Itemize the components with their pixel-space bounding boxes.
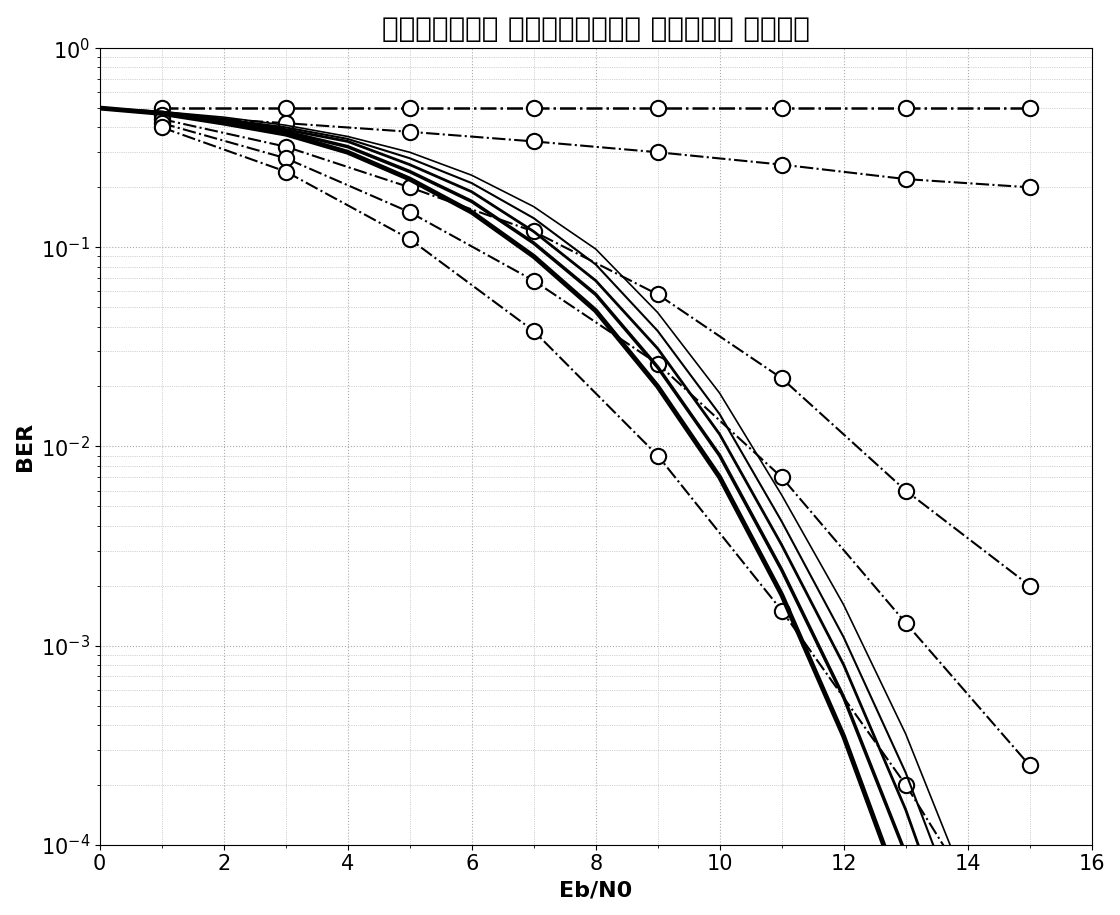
- Y-axis label: BER: BER: [15, 422, 35, 471]
- Title: 相位误差影响： 实线分数阶解调， 圆形虚线： 匹配解调: 相位误差影响： 实线分数阶解调， 圆形虚线： 匹配解调: [382, 15, 810, 43]
- X-axis label: Eb/N0: Eb/N0: [559, 880, 633, 900]
